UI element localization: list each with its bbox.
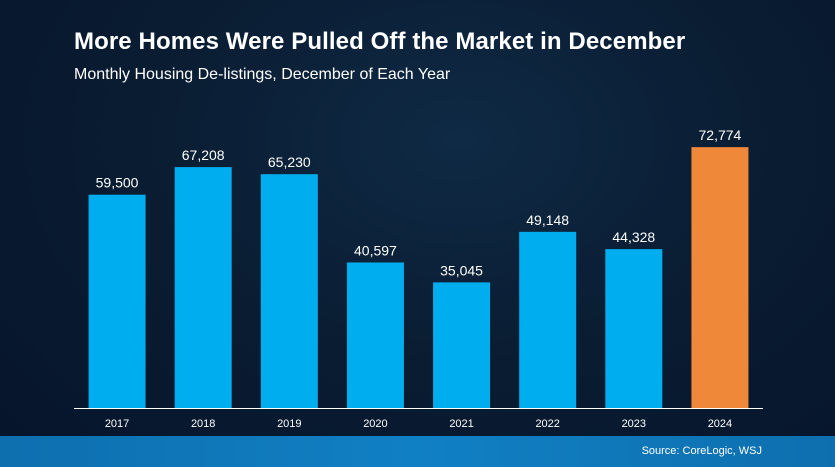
value-label-2019: 65,230 (268, 154, 311, 170)
x-tick-label-2023: 2023 (622, 418, 646, 430)
x-tick-label-2019: 2019 (277, 418, 301, 430)
value-label-2023: 44,328 (612, 229, 655, 245)
value-label-2024: 72,774 (699, 127, 742, 143)
bar-2018 (174, 167, 232, 408)
source-note: Source: CoreLogic, WSJ (641, 445, 762, 457)
x-tick-label-2022: 2022 (535, 418, 559, 430)
bar-2019 (260, 174, 318, 408)
value-label-2017: 59,500 (96, 175, 139, 191)
bar-chart: 59,500 2017 67,208 2018 65,230 2019 40,597 2020… (88, 127, 749, 430)
bar-2017 (88, 194, 146, 408)
x-tick-label-2024: 2024 (708, 418, 732, 430)
footer-band: Source: CoreLogic, WSJ (0, 436, 835, 467)
value-label-2018: 67,208 (182, 147, 225, 163)
bar-2024 (691, 147, 749, 408)
chart-title: More Homes Were Pulled Off the Market in… (74, 28, 686, 55)
x-tick-label-2021: 2021 (449, 418, 473, 430)
x-tick-label-2017: 2017 (105, 418, 129, 430)
chart-subtitle: Monthly Housing De-listings, December of… (74, 66, 451, 83)
bar-2021 (433, 282, 491, 408)
value-label-2021: 35,045 (440, 262, 483, 278)
bar-2020 (346, 262, 404, 408)
value-label-2020: 40,597 (354, 242, 397, 258)
bar-2023 (605, 249, 663, 408)
x-tick-label-2020: 2020 (363, 418, 387, 430)
value-label-2022: 49,148 (526, 212, 569, 228)
bar-2022 (519, 231, 577, 408)
x-tick-label-2018: 2018 (191, 418, 215, 430)
